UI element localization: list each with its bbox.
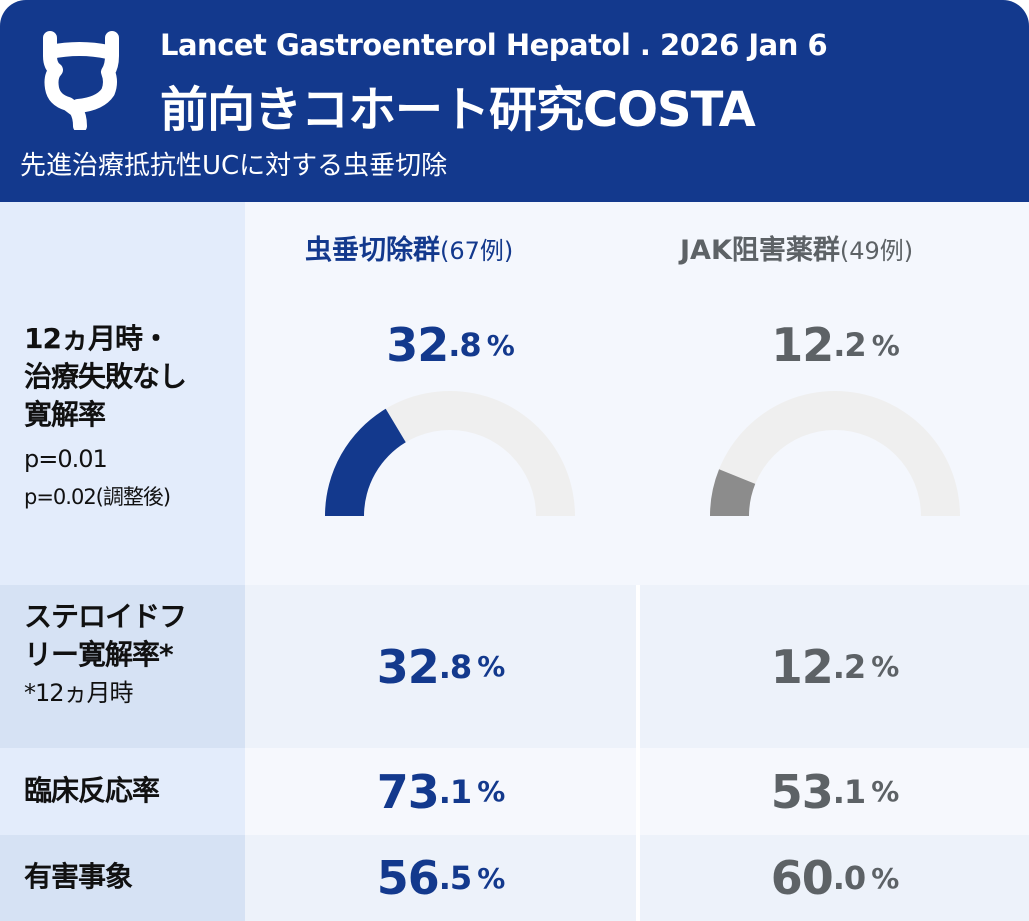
- gauge-fill-group1: [325, 408, 406, 516]
- row-label-steroid-free: ステロイドフ リー寛解率* *12ヵ月時: [24, 600, 187, 707]
- gauge-track: [710, 391, 960, 516]
- label-bg: [0, 585, 245, 748]
- gauge-fill-group2: [710, 469, 756, 516]
- value-r1-g1: 32.8%: [376, 639, 506, 694]
- value-r0-g2: 12.2%: [771, 318, 900, 372]
- value-r2-g1: 73.1%: [376, 764, 506, 819]
- page-title: 前向きコホート研究COSTA: [160, 82, 756, 138]
- subtitle: 先進治療抵抗性UCに対する虫垂切除: [20, 151, 448, 181]
- label-bg: [0, 835, 245, 921]
- value-r2-g2: 53.1%: [770, 764, 900, 819]
- value-r3-g1: 56.5%: [376, 851, 506, 905]
- row-label-remission: 12ヵ月時・ 治療失敗なし 寛解率 p=0.01 p=0.02(調整後): [24, 322, 187, 509]
- value-r1-g2: 12.2%: [770, 639, 900, 694]
- header: Lancet Gastroenterol Hepatol . 2026 Jan …: [0, 0, 1029, 202]
- row-label-adverse-events: 有害事象: [24, 860, 133, 893]
- group2-header: JAK阻害薬群(49例): [680, 235, 914, 266]
- journal-citation: Lancet Gastroenterol Hepatol . 2026 Jan …: [160, 28, 828, 62]
- group1-header: 虫垂切除群(67例): [305, 235, 514, 266]
- value-r0-g1: 32.8%: [386, 318, 515, 372]
- column-divider: [636, 585, 640, 921]
- label-column: [0, 202, 245, 921]
- row-label-clinical-response: 臨床反応率: [24, 774, 160, 807]
- value-r3-g2: 60.0%: [770, 851, 900, 905]
- colon-icon: [43, 31, 119, 130]
